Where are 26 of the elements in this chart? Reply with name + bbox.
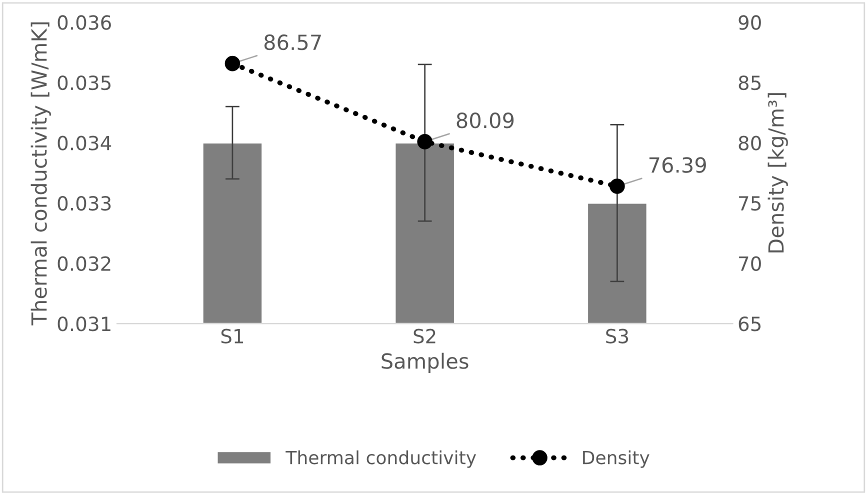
y2-tick-label: 80 (738, 136, 761, 150)
point (610, 178, 625, 194)
legend-label: Thermal conductivity (286, 450, 476, 468)
y-tick-label: 0.034 (58, 136, 112, 150)
y-axis-title: Thermal conductivity [W/mK] (30, 22, 51, 326)
data-label: 76.39 (649, 157, 706, 173)
point (417, 134, 432, 150)
y2-tick-label: 65 (738, 316, 761, 332)
y-tick-label: 0.031 (58, 316, 110, 332)
y2-tick-label: 90 (738, 15, 761, 30)
x-tick-label: S1 (221, 328, 244, 344)
y2-tick-label: 75 (739, 196, 761, 211)
y2-axis-title: Density [kg/m³] (768, 93, 788, 252)
y2-tick-label: 70 (739, 256, 761, 271)
x-tick-label: S3 (606, 328, 628, 344)
point (224, 56, 240, 72)
legend-label: Density (583, 450, 650, 468)
y-tick-label: 0.036 (58, 15, 111, 30)
y-tick-label: 0.033 (58, 196, 111, 211)
data-label: 80.09 (456, 112, 514, 128)
x-axis-title: Samples (382, 352, 468, 373)
data-label: 86.57 (264, 34, 321, 50)
y-tick-label: 0.032 (58, 256, 110, 271)
y-tick-label: 0.035 (58, 75, 110, 90)
y2-tick-label: 85 (738, 75, 761, 90)
x-tick-label: S2 (414, 328, 436, 344)
